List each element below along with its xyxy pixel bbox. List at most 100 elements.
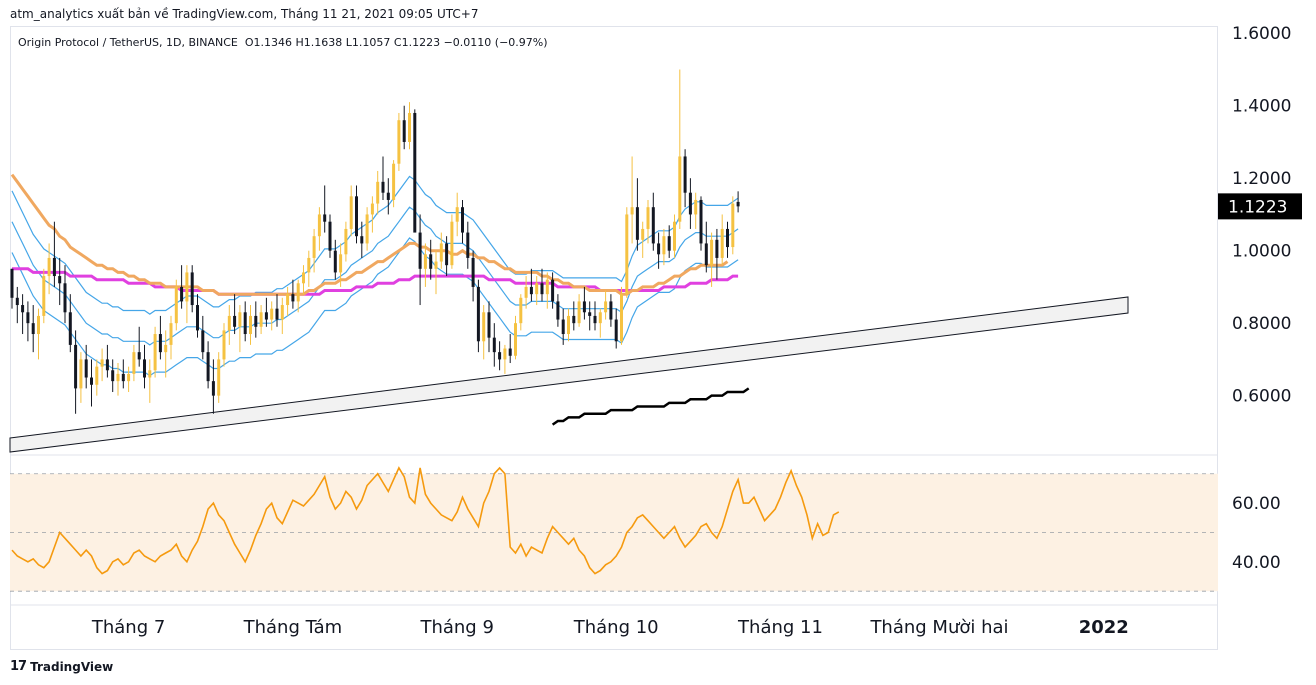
candle <box>26 301 30 342</box>
footer-brand[interactable]: 17 TradingView <box>10 659 113 674</box>
candle-body <box>79 359 83 389</box>
candle-body <box>211 381 215 396</box>
candle <box>137 326 141 367</box>
candle <box>508 334 512 364</box>
candle-body <box>222 330 226 360</box>
candle-body <box>461 207 464 233</box>
rsi-panel <box>10 473 1218 592</box>
candle-body <box>413 112 417 233</box>
candle <box>598 308 602 338</box>
price-tick-label: 1.0000 <box>1232 242 1291 262</box>
candle <box>482 305 486 360</box>
candle-body <box>635 207 639 240</box>
candle <box>90 359 93 407</box>
candle <box>593 301 597 331</box>
candle <box>408 102 411 150</box>
candle-body <box>673 221 676 251</box>
candle-body <box>726 228 729 248</box>
candle <box>111 359 115 393</box>
candle-body <box>630 207 634 215</box>
candle-body <box>26 312 30 324</box>
candle-body <box>68 312 72 345</box>
candle-body <box>233 315 237 327</box>
price-axis[interactable]: 1.6000 1.4000 1.2000 1.0000 0.8000 0.6000 60.0… <box>10 24 1302 606</box>
candle <box>95 359 99 396</box>
candle <box>344 221 348 262</box>
candle-body <box>190 272 194 306</box>
candle-body <box>328 221 332 251</box>
candle-body <box>392 163 396 200</box>
candle <box>121 359 125 389</box>
candle-body <box>127 373 131 382</box>
candle <box>296 279 300 313</box>
envelope-bands <box>11 175 739 377</box>
candle <box>418 214 422 306</box>
candle-body <box>651 207 655 244</box>
candle <box>376 170 380 215</box>
candle-body <box>593 315 597 324</box>
candle-body <box>577 301 581 324</box>
candle <box>673 214 676 258</box>
band-upper <box>11 175 739 315</box>
candle <box>439 232 443 269</box>
candle <box>567 308 570 342</box>
candle <box>704 221 708 273</box>
candle-body <box>492 337 496 353</box>
candle <box>514 315 517 360</box>
candle-body <box>524 286 528 298</box>
candle-body <box>498 352 502 360</box>
candle <box>190 265 194 313</box>
time-tick-label: Tháng 7 <box>91 617 165 638</box>
candle <box>720 214 724 266</box>
chart-frame <box>10 26 1218 650</box>
candle-body <box>360 236 364 244</box>
candle-body <box>275 308 279 320</box>
candle-body <box>259 312 263 327</box>
candle <box>42 268 46 324</box>
moving-averages <box>10 173 750 426</box>
candle-body <box>720 228 724 258</box>
candle-body <box>455 207 459 222</box>
candle-body <box>74 344 78 389</box>
candle-body <box>476 286 480 342</box>
candle-body <box>535 283 539 295</box>
time-tick-label: Tháng Mười hai <box>869 617 1008 638</box>
candle-body <box>42 276 46 316</box>
candle-body <box>667 236 671 251</box>
candle <box>540 268 544 302</box>
time-axis[interactable]: Tháng 7 Tháng Tám Tháng 9 Tháng 10 Tháng 11 T… <box>91 617 1129 638</box>
candle-body <box>439 243 443 262</box>
candle-body <box>408 112 411 142</box>
candle-body <box>567 315 570 335</box>
candle <box>683 149 687 208</box>
time-tick-label: Tháng Tám <box>243 617 343 638</box>
candle <box>243 301 247 342</box>
candle <box>694 192 698 229</box>
candle-body <box>598 312 602 324</box>
candle <box>726 221 729 258</box>
ema-black-line <box>551 387 750 426</box>
candle-body <box>37 315 40 335</box>
candle <box>164 330 168 378</box>
candle <box>699 196 703 251</box>
candle-body <box>662 236 666 255</box>
candle <box>715 228 719 280</box>
candle-body <box>137 352 141 360</box>
candle <box>227 305 231 345</box>
price-tick-label: 0.6000 <box>1232 387 1291 407</box>
candle-body <box>52 257 56 277</box>
trend-channel[interactable] <box>9 296 1129 453</box>
candle <box>63 265 67 324</box>
candle <box>662 228 666 266</box>
candle <box>630 156 634 244</box>
candle-body <box>132 352 136 374</box>
candle-body <box>355 196 358 237</box>
candle <box>710 232 714 287</box>
candle-body <box>158 334 162 353</box>
candle-body <box>365 214 369 244</box>
candle <box>487 301 491 353</box>
candle <box>736 191 740 213</box>
candle-body <box>482 312 486 342</box>
publisher-line: atm_analytics xuất bản về TradingView.co… <box>10 7 479 21</box>
